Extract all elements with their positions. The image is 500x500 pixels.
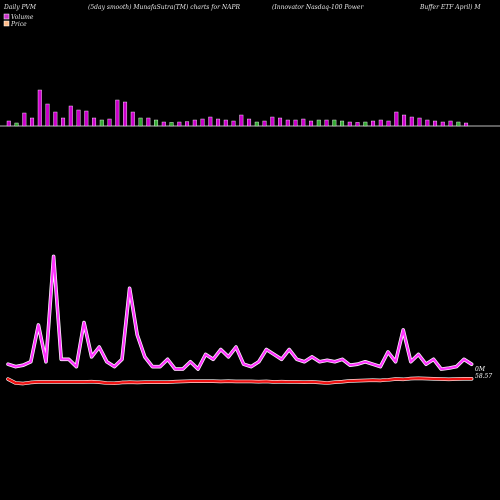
series-lines: [6, 254, 474, 386]
volume-bar: [347, 121, 352, 127]
volume-bar: [464, 122, 469, 127]
volume-bar: [355, 122, 360, 127]
volume-bar: [99, 119, 104, 127]
volume-bar: [37, 89, 42, 127]
chart-header: Daily PVM (5day smooth) MunafaSutra(TM) …: [3, 4, 481, 11]
legend-volume-label: Volume: [11, 14, 34, 21]
header-title: Daily PVM: [3, 4, 37, 11]
volume-bar: [6, 120, 11, 127]
volume-bar: [402, 114, 407, 127]
volume-line-outline: [6, 254, 474, 371]
volume-bar: [216, 118, 221, 127]
volume-bar: [22, 112, 27, 127]
volume-bar: [130, 111, 135, 127]
volume-bar: [285, 119, 290, 127]
volume-bar: [231, 120, 236, 127]
volume-bar: [433, 120, 438, 127]
volume-bar: [262, 120, 267, 127]
volume-line: [6, 255, 473, 371]
volume-bar: [123, 101, 128, 127]
volume-bar: [386, 120, 391, 127]
volume-bar: [92, 117, 97, 127]
volume-bar: [53, 111, 58, 127]
volume-bar: [340, 120, 345, 127]
volume-bar: [138, 117, 143, 127]
volume-bar: [394, 111, 399, 127]
volume-bar: [378, 119, 383, 127]
volume-bar: [409, 116, 414, 127]
volume-bar: [456, 121, 461, 127]
volume-bar: [301, 118, 306, 127]
volume-bar: [425, 119, 430, 127]
volume-bar: [332, 119, 337, 127]
volume-bar: [169, 122, 174, 127]
volume-bar: [200, 118, 205, 127]
volume-bar: [192, 119, 197, 127]
volume-bar: [293, 119, 298, 127]
volume-bar: [84, 110, 89, 127]
volume-bar: [371, 120, 376, 127]
header-fund-name: (Innovator Nasdaq-100 Power: [272, 4, 364, 11]
volume-bar: [14, 122, 19, 127]
volume-bar: [107, 118, 112, 127]
volume-bar: [448, 120, 453, 127]
volume-bar: [61, 117, 66, 127]
header-subtitle: (5day smooth) MunafaSutra(TM) charts for…: [88, 4, 240, 11]
volume-bar: [146, 117, 151, 127]
volume-bars: [6, 89, 469, 127]
volume-end-label: 0M: [475, 366, 486, 373]
legend-price-swatch: [3, 20, 10, 27]
volume-bar: [324, 119, 329, 127]
volume-bar: [247, 118, 252, 127]
volume-bar: [185, 121, 190, 127]
legend-price-label: Price: [10, 21, 27, 28]
volume-bar: [177, 121, 182, 127]
price-end-label: 58.57: [475, 373, 492, 380]
legend-volume-swatch: [3, 13, 10, 20]
volume-bar: [161, 121, 166, 127]
volume-bar: [316, 119, 321, 127]
volume-bar: [239, 114, 244, 127]
end-labels: 0M 58.57: [475, 366, 492, 380]
volume-bar: [363, 121, 368, 127]
volume-bar: [115, 99, 120, 127]
volume-bar: [223, 119, 228, 127]
volume-bar: [45, 103, 50, 127]
volume-bar: [30, 117, 35, 127]
volume-bar: [208, 116, 213, 127]
volume-bar: [154, 119, 159, 127]
volume-bar: [254, 121, 259, 127]
legend: Volume Price: [3, 13, 34, 28]
price-line: [6, 377, 473, 385]
volume-bar: [76, 109, 81, 127]
volume-bar: [417, 117, 422, 127]
volume-bar: [270, 116, 275, 127]
volume-bar: [440, 121, 445, 127]
volume-bar: [68, 105, 73, 127]
volume-bar: [309, 120, 314, 127]
header-fund-name-cont: Buffer ETF April) M: [419, 4, 481, 11]
volume-bar: [278, 117, 283, 127]
